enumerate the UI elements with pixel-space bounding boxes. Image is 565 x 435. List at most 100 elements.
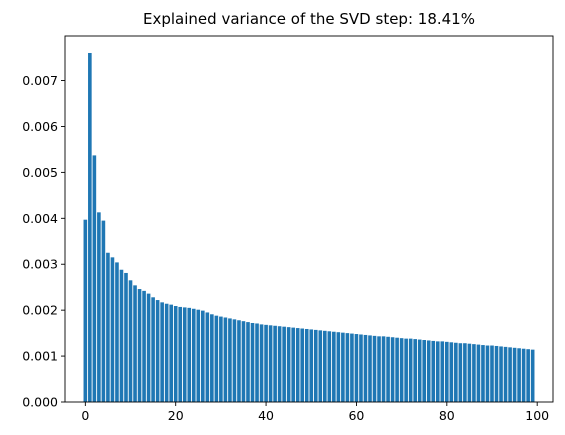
bar-96 [517,348,521,402]
bar-63 [368,335,372,402]
bar-90 [490,345,494,402]
x-tick-label: 80 [439,408,455,423]
bar-24 [191,308,196,402]
bar-29 [214,315,219,402]
bar-16 [155,300,160,402]
bar-50 [309,329,314,402]
bar-12 [137,289,142,402]
bar-1 [88,52,92,403]
bar-95 [512,347,517,402]
bar-5 [106,252,110,402]
chart-title: Explained variance of the SVD step: 18.4… [143,10,475,28]
bar-48 [300,328,305,402]
bar-9 [124,272,128,402]
bar-54 [327,331,332,402]
y-tick-label: 0.004 [22,211,58,226]
bar-73 [413,339,417,402]
bar-2 [92,155,97,402]
x-tick-label: 20 [168,408,184,423]
bar-89 [485,345,490,402]
bar-45 [286,327,291,402]
bar-6 [110,257,115,402]
bar-86 [472,344,476,402]
bar-67 [386,336,390,402]
bar-52 [318,330,323,402]
bar-58 [345,333,350,402]
bar-40 [264,324,268,402]
bar-13 [142,290,146,402]
bar-87 [476,344,481,402]
bar-19 [169,304,173,402]
bar-36 [246,322,250,402]
bar-81 [449,342,454,402]
bar-35 [241,321,246,402]
x-tick-label: 40 [258,408,274,423]
bar-18 [164,303,169,402]
plot-frame [64,35,554,403]
bar-41 [268,325,273,402]
bar-94 [508,347,512,402]
bar-10 [128,280,133,402]
bar-62 [363,334,368,402]
bar-72 [408,338,413,402]
bar-47 [295,328,300,402]
bar-66 [381,336,386,402]
bar-15 [151,297,155,402]
bar-3 [97,212,101,402]
bar-56 [336,332,341,402]
bar-88 [481,345,485,402]
bar-4 [101,220,106,402]
bar-65 [377,336,381,402]
bar-74 [417,339,422,402]
bar-91 [494,345,499,402]
bar-51 [313,329,318,402]
bar-97 [521,348,526,402]
y-tick-label: 0.002 [22,303,58,318]
bar-42 [273,325,277,402]
bar-92 [499,346,503,402]
bar-28 [210,314,214,402]
bar-22 [182,307,187,402]
bar-38 [255,323,259,402]
bar-60 [354,334,359,402]
bar-98 [526,349,530,402]
bars-group [83,52,535,403]
bar-23 [187,307,192,402]
bar-83 [458,343,463,402]
bar-17 [160,302,164,402]
bar-46 [291,327,295,402]
y-tick-label: 0.003 [22,257,58,272]
bar-8 [119,269,124,402]
bar-43 [277,326,282,402]
bar-69 [395,337,399,402]
bar-20 [173,306,178,402]
bar-57 [341,332,345,402]
bar-26 [201,310,205,402]
bar-78 [435,341,440,402]
x-axis: 0 20 40 60 80 100 [81,402,549,423]
bar-7 [115,262,119,402]
bar-70 [399,338,404,402]
bar-34 [237,320,241,402]
bar-99 [530,349,535,402]
bar-79 [440,341,445,402]
bar-37 [250,323,255,402]
bar-68 [390,337,395,402]
bar-14 [146,293,151,402]
bar-55 [332,331,336,402]
bar-31 [223,317,228,402]
y-tick-label: 0.006 [22,119,58,134]
bar-64 [372,335,377,402]
y-tick-label: 0.007 [22,73,58,88]
y-tick-label: 0.005 [22,165,58,180]
x-tick-label: 100 [525,408,549,423]
bar-25 [196,309,201,402]
x-tick-label: 0 [81,408,89,423]
bar-39 [259,324,264,402]
bar-76 [426,340,431,402]
bar-0 [83,219,88,402]
bar-80 [445,341,449,402]
bar-82 [454,342,458,402]
bar-53 [323,330,327,402]
